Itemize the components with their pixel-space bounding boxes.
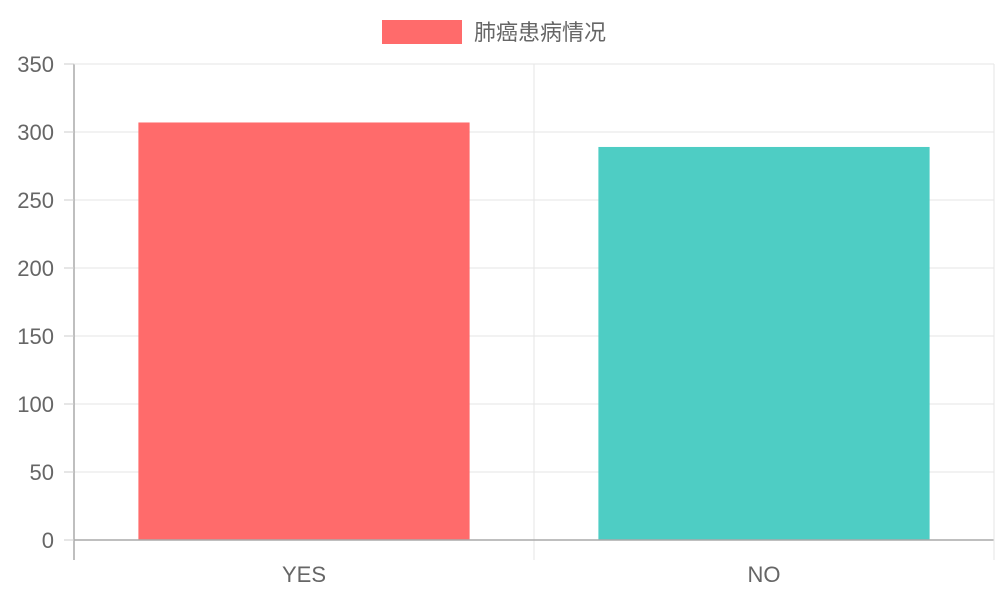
- x-tick-label-yes: YES: [282, 562, 326, 587]
- y-tick-label: 50: [30, 460, 54, 485]
- y-tick-label: 0: [42, 528, 54, 553]
- y-tick-label: 100: [17, 392, 54, 417]
- y-tick-label: 350: [17, 52, 54, 77]
- legend[interactable]: 肺癌患病情况: [382, 20, 606, 45]
- legend-swatch: [382, 20, 462, 44]
- x-tick-label-no: NO: [748, 562, 781, 587]
- y-tick-label: 300: [17, 120, 54, 145]
- y-axis-ticks: 0 50 100 150 200 250 300 350: [17, 52, 74, 553]
- bar-yes[interactable]: [138, 122, 469, 540]
- y-tick-label: 250: [17, 188, 54, 213]
- bar-no[interactable]: [598, 147, 929, 540]
- x-axis-ticks: YES NO: [282, 562, 781, 587]
- y-tick-label: 150: [17, 324, 54, 349]
- legend-label: 肺癌患病情况: [474, 20, 606, 45]
- y-tick-label: 200: [17, 256, 54, 281]
